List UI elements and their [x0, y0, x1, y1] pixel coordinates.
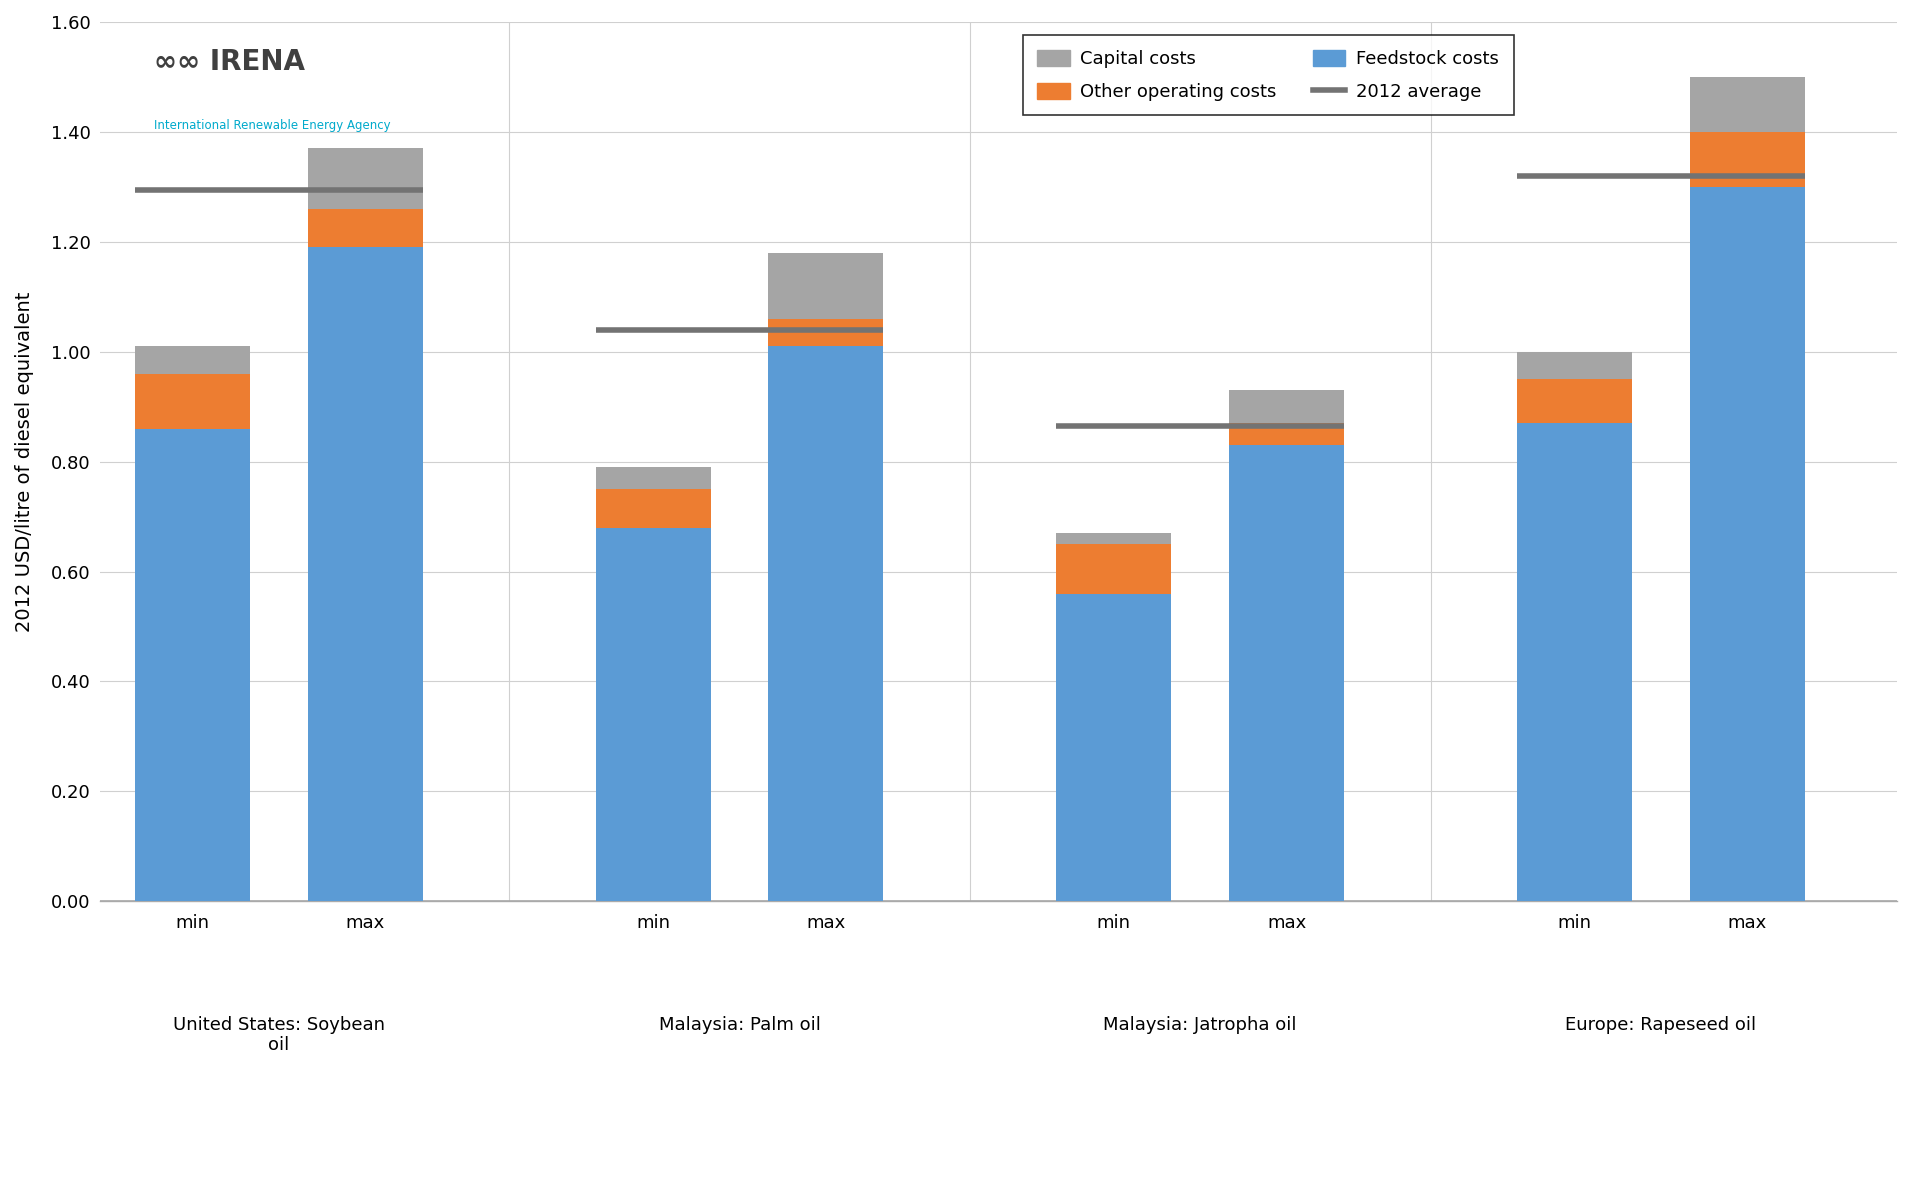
Bar: [308, 209, 423, 247]
Text: Malaysia: Jatropha oil: Malaysia: Jatropha oil: [1103, 1016, 1296, 1034]
Bar: [1516, 352, 1633, 380]
Text: ∞∞ IRENA: ∞∞ IRENA: [155, 49, 306, 76]
Text: United States: Soybean
oil: United States: Soybean oil: [172, 1016, 384, 1054]
Text: Europe: Rapeseed oil: Europe: Rapeseed oil: [1566, 1016, 1757, 1034]
Bar: [308, 247, 423, 901]
Bar: [308, 148, 423, 209]
Bar: [595, 467, 711, 490]
Bar: [1055, 533, 1172, 544]
Bar: [1690, 187, 1805, 901]
Bar: [1229, 423, 1344, 445]
Bar: [1516, 380, 1633, 423]
Bar: [1690, 131, 1805, 187]
Bar: [769, 346, 883, 901]
Legend: Capital costs, Other operating costs, Feedstock costs, 2012 average: Capital costs, Other operating costs, Fe…: [1023, 36, 1514, 116]
Y-axis label: 2012 USD/litre of diesel equivalent: 2012 USD/litre of diesel equivalent: [15, 291, 34, 632]
Bar: [1229, 390, 1344, 423]
Bar: [136, 374, 250, 429]
Bar: [1055, 544, 1172, 593]
Bar: [136, 429, 250, 901]
Bar: [769, 319, 883, 346]
Bar: [595, 528, 711, 901]
Bar: [1055, 593, 1172, 901]
Bar: [1690, 76, 1805, 131]
Bar: [595, 490, 711, 528]
Bar: [769, 253, 883, 319]
Bar: [1229, 445, 1344, 901]
Bar: [136, 346, 250, 374]
Bar: [1516, 423, 1633, 901]
Text: International Renewable Energy Agency: International Renewable Energy Agency: [155, 118, 390, 131]
Text: Malaysia: Palm oil: Malaysia: Palm oil: [658, 1016, 820, 1034]
